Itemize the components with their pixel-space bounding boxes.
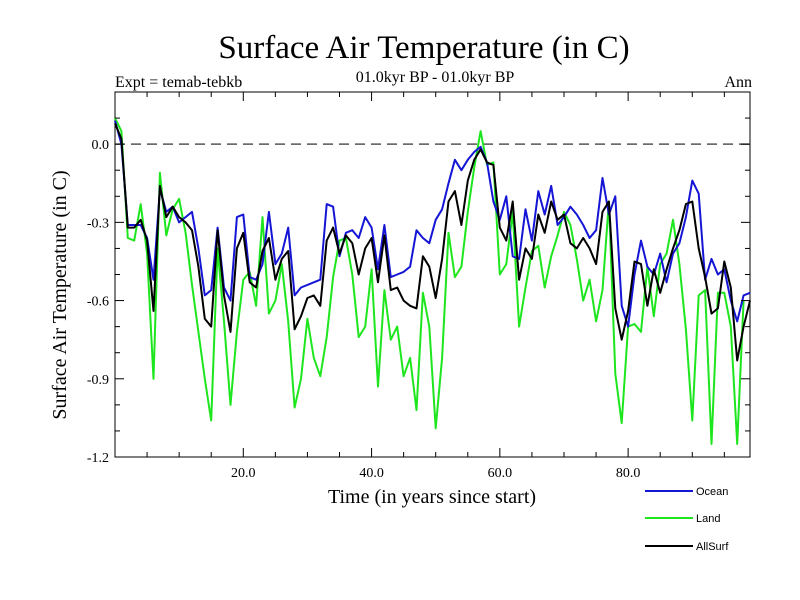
y-axis-label: Surface Air Temperature (in C) xyxy=(49,170,71,419)
x-tick-label: 20.0 xyxy=(231,466,256,481)
experiment-label: Expt = temab-tebkb xyxy=(115,74,242,91)
series-line-ocean xyxy=(114,120,751,328)
y-tick-label: -1.2 xyxy=(87,451,109,466)
x-axis-label: Time (in years since start) xyxy=(328,486,536,508)
x-tick-label: 40.0 xyxy=(359,466,384,481)
x-tick-label: 60.0 xyxy=(488,466,513,481)
legend: Ocean Land AllSurf xyxy=(645,486,729,553)
y-tick-label: -0.9 xyxy=(87,373,109,388)
y-tick-label: 0.0 xyxy=(92,138,110,153)
legend-label-allsurf: AllSurf xyxy=(696,541,729,553)
y-tick-label: -0.3 xyxy=(87,216,109,231)
series-line-land xyxy=(114,117,745,445)
y-tick-label: -0.6 xyxy=(87,295,109,310)
chart-title: Surface Air Temperature (in C) xyxy=(218,30,629,66)
legend-label-ocean: Ocean xyxy=(696,486,728,498)
season-label: Ann xyxy=(724,74,752,91)
chart-subtitle: 01.0kyr BP - 01.0kyr BP xyxy=(356,69,515,86)
x-tick-label: 80.0 xyxy=(616,466,641,481)
legend-label-land: Land xyxy=(696,513,720,525)
series-line-allsurf xyxy=(114,122,751,362)
